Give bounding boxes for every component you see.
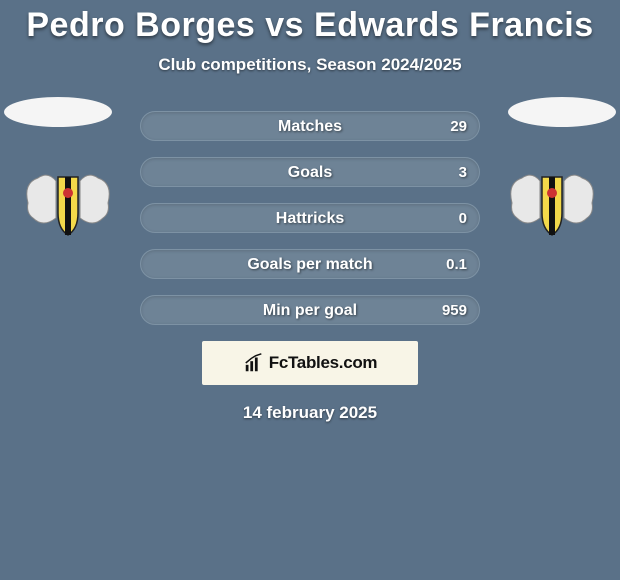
page-title: Pedro Borges vs Edwards Francis bbox=[0, 6, 620, 45]
stat-value-right: 0.1 bbox=[446, 250, 467, 280]
stat-row: Goals per match 0.1 bbox=[140, 249, 480, 279]
watermark-text: FcTables.com bbox=[269, 353, 378, 373]
stat-label: Matches bbox=[278, 112, 342, 142]
stat-row: Goals 3 bbox=[140, 157, 480, 187]
player-left-photo-placeholder bbox=[4, 97, 112, 127]
stat-row: Hattricks 0 bbox=[140, 203, 480, 233]
club-crest-left bbox=[18, 163, 118, 243]
stat-row: Min per goal 959 bbox=[140, 295, 480, 325]
stat-value-right: 3 bbox=[459, 158, 467, 188]
stat-label: Min per goal bbox=[263, 296, 357, 326]
stat-value-right: 29 bbox=[450, 112, 467, 142]
crest-icon bbox=[502, 163, 602, 243]
stat-label: Hattricks bbox=[276, 204, 344, 234]
stat-bars: Matches 29 Goals 3 Hattricks 0 Goals per… bbox=[140, 111, 480, 325]
stats-area: Matches 29 Goals 3 Hattricks 0 Goals per… bbox=[0, 111, 620, 423]
stat-row: Matches 29 bbox=[140, 111, 480, 141]
watermark: FcTables.com bbox=[202, 341, 418, 385]
club-crest-right bbox=[502, 163, 602, 243]
season-subtitle: Club competitions, Season 2024/2025 bbox=[0, 55, 620, 75]
comparison-card: Pedro Borges vs Edwards Francis Club com… bbox=[0, 0, 620, 580]
stat-label: Goals bbox=[288, 158, 332, 188]
crest-icon bbox=[18, 163, 118, 243]
player-right-photo-placeholder bbox=[508, 97, 616, 127]
stat-value-right: 959 bbox=[442, 296, 467, 326]
stat-label: Goals per match bbox=[247, 250, 372, 280]
chart-icon bbox=[243, 352, 265, 374]
comparison-date: 14 february 2025 bbox=[0, 403, 620, 423]
stat-value-right: 0 bbox=[459, 204, 467, 234]
